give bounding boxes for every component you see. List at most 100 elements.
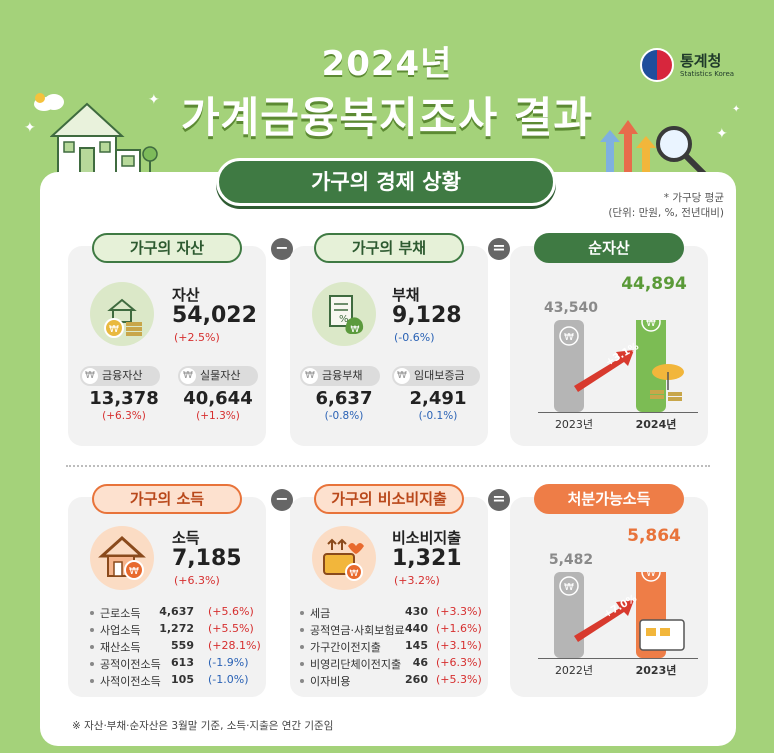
real-assets-value: 40,644: [183, 388, 253, 409]
footnote: ※ 자산·부채·순자산은 3월말 기준, 소득·지출은 연간 기준임: [72, 720, 334, 732]
won-icon: ₩: [394, 368, 410, 384]
svg-text:₩: ₩: [351, 325, 360, 335]
title-year: 2024년: [321, 44, 453, 84]
list-item-value: 4,637: [159, 605, 194, 618]
list-item-value: 559: [171, 639, 194, 652]
list-item-value: 145: [405, 639, 428, 652]
list-item-label: 세금: [310, 607, 331, 620]
bar-2024: [636, 320, 666, 412]
won-icon: ₩: [180, 368, 196, 384]
assets-value: 54,022: [172, 303, 257, 328]
bullet-icon: [90, 645, 94, 649]
list-item-change: (+28.1%): [208, 639, 261, 652]
growth-arrow-icon: [574, 600, 634, 642]
debt-icon-circle: % ₩: [312, 282, 376, 346]
svg-text:₩: ₩: [646, 572, 656, 579]
bullet-icon: [300, 628, 304, 632]
disposable-card: [510, 497, 708, 697]
list-item-change: (+6.3%): [436, 656, 482, 669]
disposable-growth: +7.0%: [602, 593, 639, 621]
svg-text:₩: ₩: [646, 320, 656, 329]
deposit-pill: ₩ 임대보증금: [392, 366, 480, 386]
bullet-icon: [300, 679, 304, 683]
statistics-korea-logo: 통계청 Statistics Korea: [640, 46, 740, 86]
baseline: [538, 658, 698, 659]
baseline: [538, 412, 698, 413]
year-2023-label: 2023년: [554, 418, 594, 431]
income-card: [68, 497, 266, 697]
debt-document-icon: % ₩: [329, 295, 364, 335]
real-assets-pill: ₩ 실물자산: [178, 366, 258, 386]
debt-value: 9,128: [392, 303, 462, 328]
won-icon: ₩: [302, 368, 318, 384]
list-item: 비영리단체이전지출 46 (+6.3%): [300, 656, 484, 673]
income-breakdown-list: 근로소득 4,637 (+5.6%) 사업소득 1,272 (+5.5%) 재산소득 559 (…: [90, 605, 261, 690]
nonconsumption-pill: 가구의 비소비지출: [314, 484, 464, 514]
list-item-change: (-1.9%): [208, 656, 249, 669]
list-item-value: 613: [171, 656, 194, 669]
svg-text:₩: ₩: [564, 582, 574, 593]
bullet-icon: [300, 662, 304, 666]
won-icon: [641, 320, 661, 332]
financial-debt-change: (-0.8%): [324, 410, 364, 422]
financial-debt-value: 6,637: [315, 388, 373, 409]
equals-operator: =: [488, 238, 510, 260]
list-item-change: (-1.0%): [208, 673, 249, 686]
list-item-label: 근로소득: [100, 607, 141, 620]
list-item: 공적연금·사회보험료 440 (+1.6%): [300, 622, 484, 639]
net-assets-2023-value: 43,540: [543, 300, 599, 316]
page-title: 가계금융복지조사 결과: [180, 93, 594, 142]
real-assets-change: (+1.3%): [196, 410, 240, 422]
financial-assets-pill: ₩ 금융자산: [80, 366, 160, 386]
list-item-label: 사업소득: [100, 624, 141, 637]
sparkle-icon: ✦: [732, 104, 741, 115]
deposit-value: 2,491: [409, 388, 467, 409]
svg-text:%: %: [339, 314, 349, 325]
assets-card: [68, 246, 266, 446]
won-icon: [559, 576, 579, 596]
house-coin-icon: ₩: [104, 298, 142, 338]
income-label: 소득: [172, 529, 200, 547]
bullet-icon: [300, 645, 304, 649]
won-icon: ₩: [82, 368, 98, 384]
equals-operator: =: [488, 489, 510, 511]
income-change: (+6.3%): [174, 574, 220, 587]
disposable-2022-value: 5,482: [548, 552, 594, 568]
list-item-label: 비영리단체이전지출: [310, 658, 402, 671]
logo-korean-text: 통계청: [680, 52, 722, 70]
svg-text:₩: ₩: [109, 324, 119, 335]
year-2023-label: 2023년: [635, 664, 677, 677]
list-item: 가구간이전지출 145 (+3.1%): [300, 639, 484, 656]
unit-note-units: (단위: 만원, %, 전년대비): [608, 207, 724, 219]
list-item-change: (+5.3%): [436, 673, 482, 686]
minus-operator: −: [271, 238, 293, 260]
debt-label: 부채: [392, 286, 420, 304]
debt-card: [290, 246, 488, 446]
list-item-change: (+5.6%): [208, 605, 254, 618]
list-item: 이자비용 260 (+5.3%): [300, 673, 484, 690]
won-icon: [641, 572, 661, 582]
assets-label: 자산: [172, 286, 200, 304]
list-item-value: 260: [405, 673, 428, 686]
list-item: 사적이전소득 105 (-1.0%): [90, 673, 250, 690]
list-item-value: 430: [405, 605, 428, 618]
nonconsumption-card: [290, 497, 488, 697]
wallet-spending-icon: ₩: [323, 538, 364, 581]
debt-pill: 가구의 부채: [314, 233, 464, 263]
bullet-icon: [90, 611, 94, 615]
income-pill: 가구의 소득: [92, 484, 242, 514]
income-icon-circle: ₩: [90, 526, 154, 590]
list-item-change: (+5.5%): [208, 622, 254, 635]
deposit-change: (-0.1%): [418, 410, 458, 422]
list-item-label: 가구간이전지출: [310, 641, 381, 654]
financial-assets-change: (+6.3%): [102, 410, 146, 422]
nonconsumption-breakdown-list: 세금 430 (+3.3%) 공적연금·사회보험료 440 (+1.6%) 가구간이전지출 1…: [300, 605, 484, 690]
disposable-2023-value: 5,864: [627, 526, 681, 546]
magnifier-icon: [656, 126, 707, 177]
sparkle-icon: ✦: [24, 120, 36, 136]
list-item-label: 이자비용: [310, 675, 351, 688]
year-2024-label: 2024년: [635, 418, 677, 431]
unit-note-average: * 가구당 평균: [663, 192, 724, 204]
nonconsumption-label: 비소비지출: [392, 529, 462, 547]
svg-text:₩: ₩: [564, 332, 574, 343]
